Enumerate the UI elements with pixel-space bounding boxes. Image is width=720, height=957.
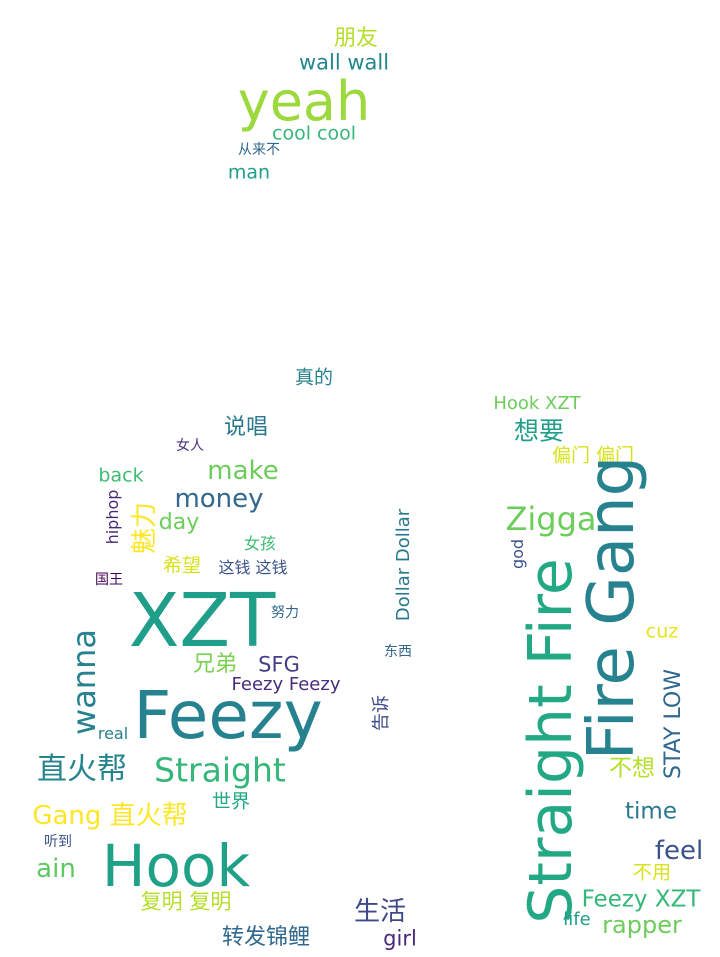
word-cool-cool: cool cool: [272, 122, 356, 145]
word-xzt: XZT: [128, 578, 276, 664]
word-fu-ming: 复明 复明: [140, 889, 232, 914]
word-make: make: [207, 456, 279, 486]
word-money: money: [174, 484, 264, 514]
word-shi-jie: 世界: [211, 790, 251, 813]
word-sheng-huo: 生活: [353, 897, 407, 927]
word-gao-su: 告诉: [371, 695, 392, 731]
word-feezy-feezy: Feezy Feezy: [231, 674, 341, 695]
word-hook: Hook: [101, 832, 251, 900]
word-straight: Straight: [154, 750, 286, 790]
word-yeah: yeah: [237, 70, 371, 133]
word-nu-li: 努力: [271, 605, 299, 621]
word-ting-dao: 听到: [44, 834, 72, 850]
word-hiphop: hiphop: [103, 489, 122, 545]
word-life: life: [563, 909, 591, 930]
word-time: time: [625, 798, 677, 825]
word-zhuan-fa-jin-li: 转发锦鲤: [221, 925, 311, 950]
word-zigga: Zigga: [505, 500, 597, 538]
word-xiong-di: 兄弟: [192, 652, 238, 677]
word-wanna: wanna: [65, 629, 103, 735]
word-peng-you: 朋友: [333, 26, 379, 51]
word-shuo-chang: 说唱: [223, 415, 269, 440]
word-wall-wall: wall wall: [298, 50, 390, 75]
word-bu-xiang: 不想: [609, 755, 655, 782]
word-dong-xi: 东西: [384, 644, 412, 660]
word-xi-wang: 希望: [162, 554, 202, 577]
word-nv-hai: 女孩: [243, 534, 277, 553]
word-rapper: rapper: [602, 911, 682, 939]
word-pian-men: 偏门 偏门: [551, 444, 635, 467]
word-feel: feel: [654, 836, 704, 866]
word-bu-yong: 不用: [632, 861, 672, 884]
word-zhe-qian: 这钱 这钱: [218, 558, 288, 577]
word-zhen-de: 真的: [294, 366, 334, 389]
word-sfg: SFG: [258, 652, 300, 677]
word-guo-wang: 国王: [95, 572, 123, 588]
word-feezy: Feezy: [133, 677, 323, 754]
word-dollar-dollar: Dollar Dollar: [393, 508, 414, 622]
word-stay-low: STAY LOW: [661, 668, 686, 780]
word-mei-li: 魅力: [130, 501, 160, 555]
word-zhi-huo-bang-1: 直火帮: [37, 752, 127, 787]
word-straight-fire: Straight Fire: [516, 558, 586, 924]
word-cong-lai-bu: 从来不: [238, 142, 280, 158]
word-cuz: cuz: [645, 620, 679, 643]
word-xiang-yao: 想要: [513, 416, 565, 446]
word-ain: ain: [36, 854, 76, 884]
word-back: back: [98, 464, 144, 487]
word-fire-gang: Fire Gang: [575, 455, 649, 761]
word-feezy-xzt: Feezy XZT: [581, 886, 701, 913]
word-nv-ren: 女人: [176, 438, 204, 454]
word-girl: girl: [383, 926, 417, 951]
word-real: real: [97, 724, 129, 743]
word-hook-xzt-top: Hook XZT: [493, 393, 581, 414]
word-gang-zhi-huo-bang: Gang 直火帮: [32, 801, 188, 831]
word-man: man: [227, 161, 271, 184]
word-day: day: [158, 510, 200, 535]
